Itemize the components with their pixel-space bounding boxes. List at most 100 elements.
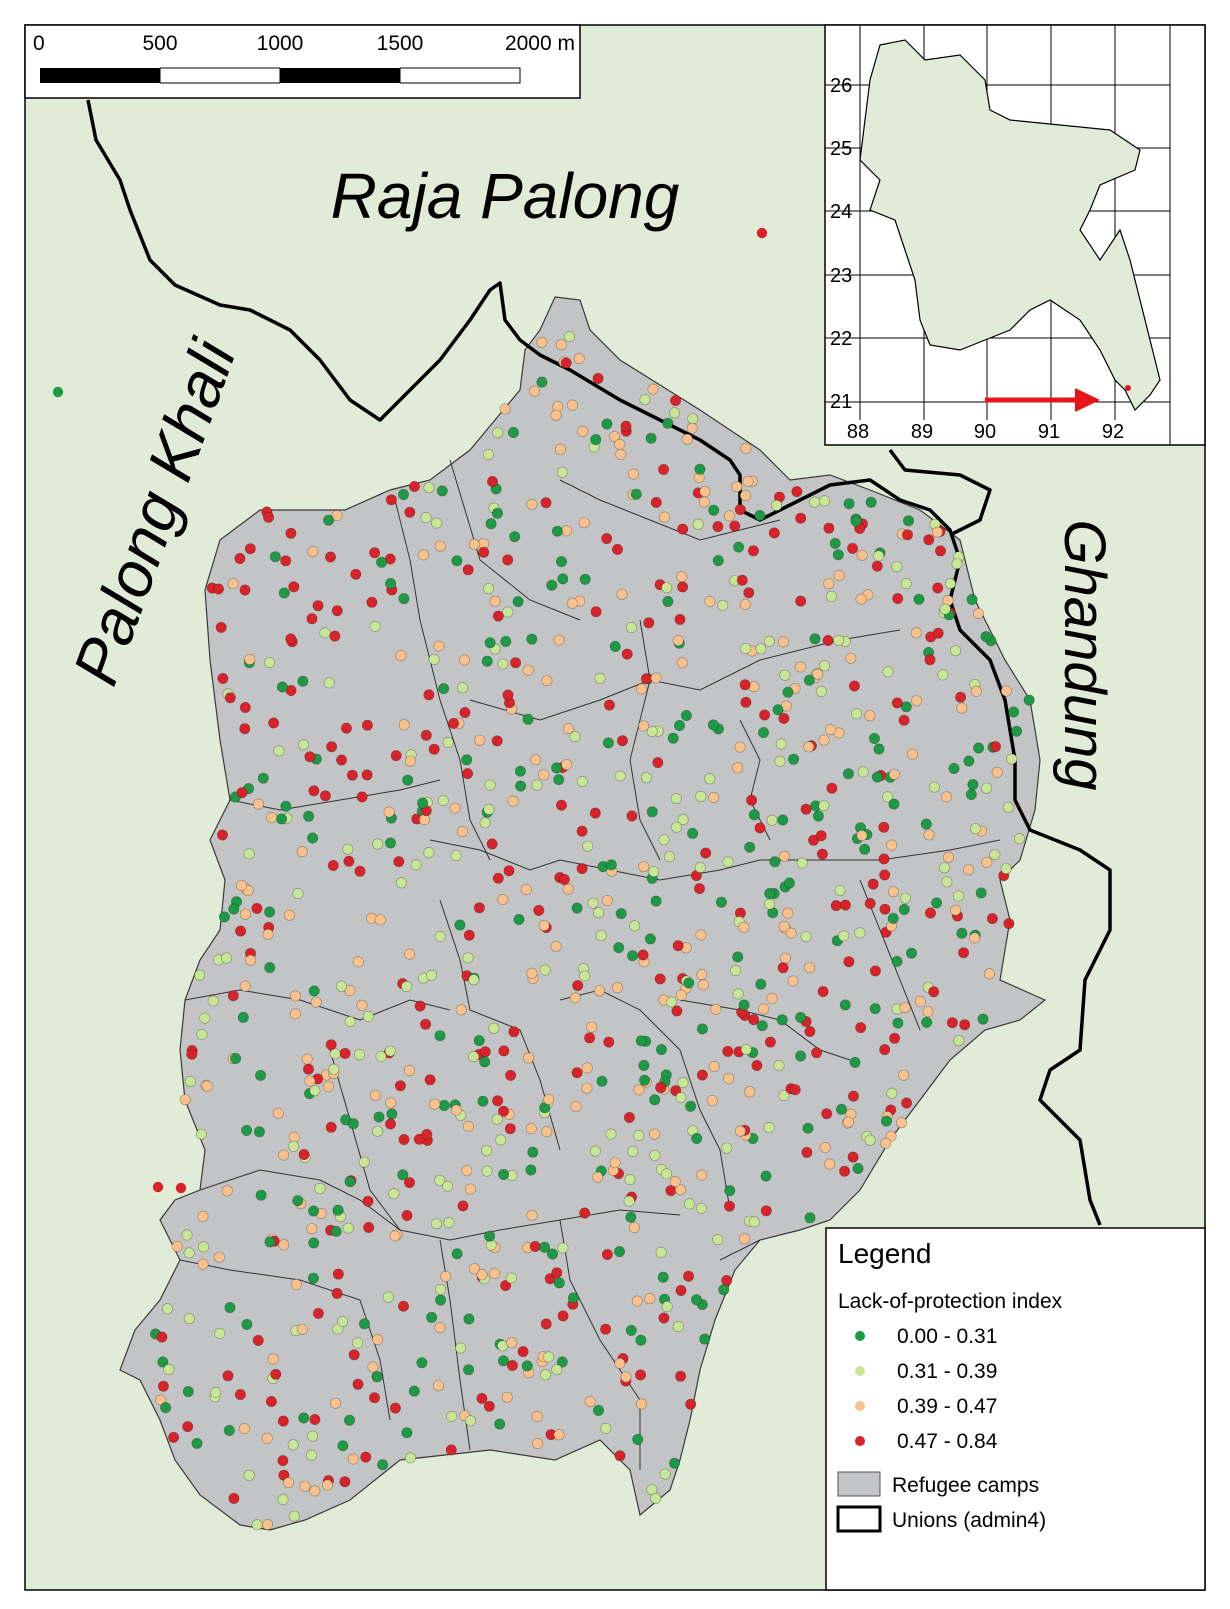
survey-point xyxy=(513,913,525,925)
survey-point xyxy=(416,1357,428,1369)
survey-point xyxy=(621,648,633,660)
survey-point xyxy=(308,1205,320,1217)
survey-point xyxy=(287,1439,299,1451)
survey-point xyxy=(644,1293,656,1305)
survey-point xyxy=(748,681,760,693)
survey-point xyxy=(900,701,912,713)
survey-point xyxy=(557,573,569,585)
survey-point xyxy=(739,1233,751,1245)
survey-point xyxy=(426,1311,438,1323)
survey-point xyxy=(288,581,300,593)
survey-point xyxy=(517,1346,529,1358)
survey-point xyxy=(323,677,335,689)
survey-point xyxy=(553,634,565,646)
survey-point xyxy=(536,376,548,388)
survey-point xyxy=(485,518,497,530)
location-arrow xyxy=(985,385,1131,412)
survey-point xyxy=(421,1128,433,1140)
survey-point xyxy=(268,717,280,729)
survey-point xyxy=(298,1412,310,1424)
survey-point xyxy=(879,1044,891,1056)
survey-point xyxy=(614,438,626,450)
survey-point xyxy=(675,1370,687,1382)
survey-point xyxy=(455,1342,467,1354)
survey-point xyxy=(882,666,894,678)
survey-point xyxy=(738,999,750,1011)
survey-point xyxy=(743,587,755,599)
survey-point xyxy=(555,799,567,811)
survey-point xyxy=(413,1133,425,1145)
survey-point xyxy=(356,999,368,1011)
survey-point xyxy=(434,1030,446,1042)
survey-point xyxy=(308,1237,320,1249)
survey-point xyxy=(272,1107,284,1119)
survey-point xyxy=(557,1310,569,1322)
survey-point xyxy=(481,1165,493,1177)
survey-point xyxy=(562,723,574,735)
survey-point xyxy=(818,734,830,746)
survey-point xyxy=(822,634,834,646)
survey-point xyxy=(953,890,965,902)
survey-point xyxy=(224,1302,236,1314)
survey-point xyxy=(500,1280,512,1292)
survey-point xyxy=(638,861,650,873)
survey-point xyxy=(329,1048,341,1060)
survey-point xyxy=(637,949,649,961)
survey-point xyxy=(898,714,910,726)
survey-point xyxy=(922,1006,934,1018)
survey-point xyxy=(953,1035,965,1047)
survey-point xyxy=(152,1181,164,1193)
survey-point xyxy=(695,1202,707,1214)
survey-point xyxy=(969,823,981,835)
survey-point xyxy=(712,1234,724,1246)
survey-point xyxy=(989,741,1001,753)
survey-point xyxy=(501,1391,513,1403)
survey-point xyxy=(759,709,771,721)
survey-point xyxy=(766,992,778,1004)
survey-point xyxy=(210,1386,222,1398)
survey-point xyxy=(327,859,339,871)
survey-point xyxy=(851,708,863,720)
survey-point xyxy=(227,990,239,1002)
survey-point xyxy=(342,1222,354,1234)
survey-point xyxy=(541,675,553,687)
survey-point xyxy=(774,755,786,767)
survey-point xyxy=(244,543,256,555)
survey-point xyxy=(740,642,752,654)
survey-point xyxy=(307,1430,319,1442)
survey-point xyxy=(849,1056,861,1068)
survey-point xyxy=(526,1209,538,1221)
survey-point xyxy=(502,689,514,701)
survey-point xyxy=(850,515,862,527)
inset-x-91: 91 xyxy=(1038,421,1060,443)
survey-point xyxy=(672,1321,684,1333)
survey-point xyxy=(600,1323,612,1335)
survey-point xyxy=(309,1085,321,1097)
survey-point xyxy=(640,673,652,685)
survey-point xyxy=(803,674,815,686)
survey-point xyxy=(1013,833,1025,845)
survey-point xyxy=(760,1205,772,1217)
survey-point xyxy=(818,800,830,812)
legend-class-swatch xyxy=(855,1436,865,1446)
survey-point xyxy=(408,480,420,492)
survey-point xyxy=(463,929,475,941)
survey-point xyxy=(504,1123,516,1135)
survey-point xyxy=(839,1165,851,1177)
survey-point xyxy=(218,911,230,923)
survey-point xyxy=(729,520,741,532)
inset-y-25: 25 xyxy=(830,138,852,160)
survey-point xyxy=(613,942,625,954)
survey-point xyxy=(596,1075,608,1087)
survey-point xyxy=(347,1118,359,1130)
survey-point xyxy=(482,448,494,460)
survey-point xyxy=(288,1510,300,1522)
survey-point xyxy=(652,757,664,769)
inset-y-23: 23 xyxy=(830,265,852,287)
survey-point xyxy=(183,1247,195,1259)
survey-point xyxy=(397,488,409,500)
survey-point xyxy=(843,956,855,968)
legend-camps-label: Refugee camps xyxy=(892,1474,1039,1497)
survey-point xyxy=(887,912,899,924)
survey-point xyxy=(601,895,613,907)
